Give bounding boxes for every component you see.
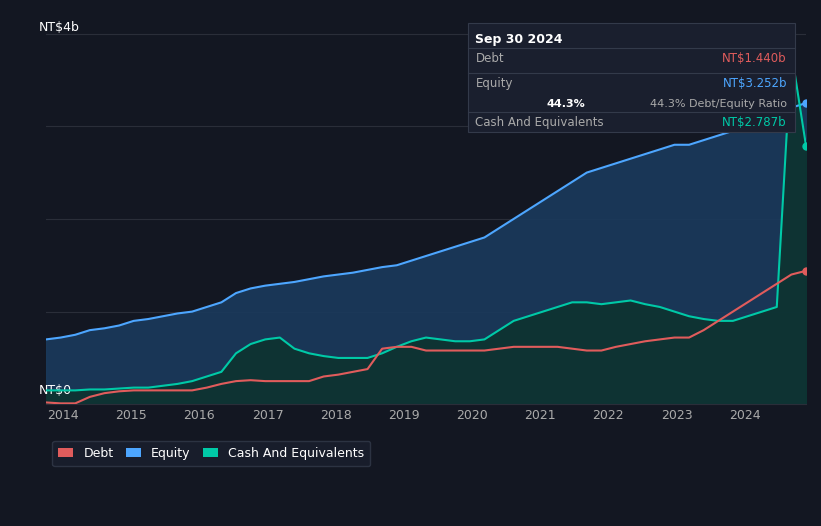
Text: Equity: Equity bbox=[475, 77, 513, 90]
Text: Debt: Debt bbox=[475, 52, 504, 65]
Text: NT$1.440b: NT$1.440b bbox=[722, 52, 787, 65]
Text: NT$0: NT$0 bbox=[39, 383, 71, 397]
Text: Sep 30 2024: Sep 30 2024 bbox=[475, 33, 563, 46]
FancyBboxPatch shape bbox=[468, 23, 795, 132]
Text: NT$4b: NT$4b bbox=[39, 21, 80, 34]
Text: NT$2.787b: NT$2.787b bbox=[722, 116, 787, 129]
Text: NT$3.252b: NT$3.252b bbox=[722, 77, 787, 90]
Legend: Debt, Equity, Cash And Equivalents: Debt, Equity, Cash And Equivalents bbox=[53, 441, 370, 466]
Text: 44.3% Debt/Equity Ratio: 44.3% Debt/Equity Ratio bbox=[650, 99, 787, 109]
Text: Cash And Equivalents: Cash And Equivalents bbox=[475, 116, 604, 129]
Text: 44.3%: 44.3% bbox=[547, 99, 585, 109]
